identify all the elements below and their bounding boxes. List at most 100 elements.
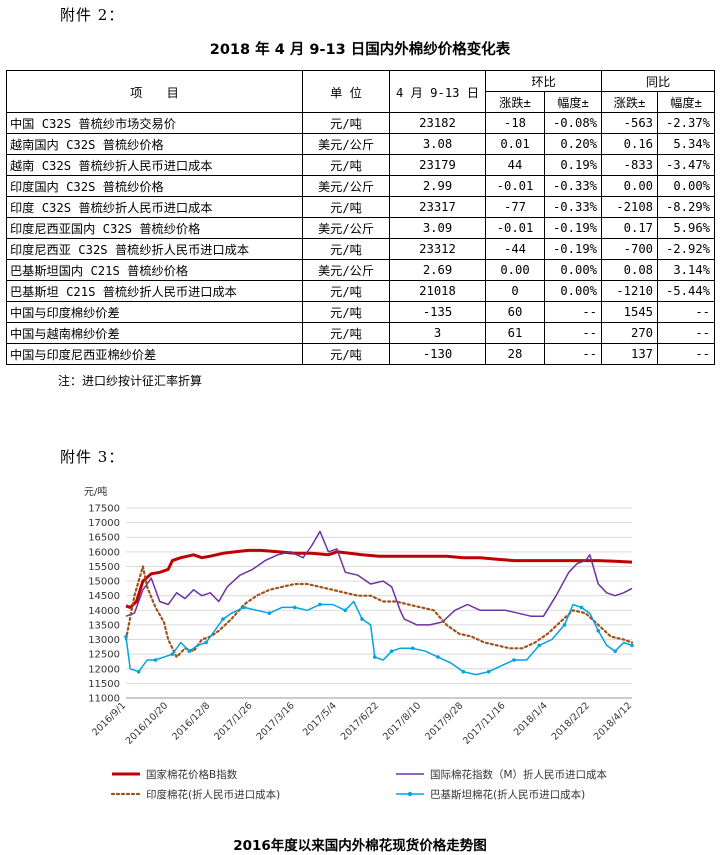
- cell-price: 3: [389, 322, 486, 344]
- cell-yoy-pct: -3.47%: [657, 154, 715, 176]
- legend-label-1: 国家棉花价格B指数: [146, 768, 238, 781]
- cell-yoy-change: -1210: [601, 280, 658, 302]
- cell-yoy-change: 0.00: [601, 175, 658, 197]
- cell-yoy-change: 1545: [601, 301, 658, 323]
- x-tick-label: 2017/1/26: [212, 700, 254, 742]
- x-tick-label: 2017/9/28: [423, 700, 465, 742]
- x-tick-label: 2018/2/22: [550, 700, 592, 742]
- header-period: 4 月 9-13 日: [389, 70, 486, 113]
- series-4-point: [136, 669, 141, 674]
- header-yoy: 同比: [601, 70, 715, 92]
- y-tick-label: 17500: [88, 504, 120, 515]
- y-tick-label: 14500: [88, 591, 120, 602]
- cell-unit: 美元/公斤: [302, 259, 390, 281]
- cell-price: 3.09: [389, 217, 486, 239]
- cell-item: 越南国内 C32S 普梳纱价格: [6, 133, 303, 155]
- cell-unit: 美元/公斤: [302, 175, 390, 197]
- x-tick-label: 2016/9/1: [90, 700, 128, 738]
- cell-price: -130: [389, 343, 486, 365]
- cell-mom-change: 28: [485, 343, 545, 365]
- x-tick-label: 2017/8/10: [381, 700, 423, 742]
- table-row: 巴基斯坦国内 C21S 普梳纱价格 美元/公斤 2.69 0.00 0.00% 0.08 3…: [6, 259, 715, 281]
- series-4-point: [613, 649, 617, 654]
- series-4-point: [537, 643, 542, 648]
- cell-price: 23179: [389, 154, 486, 176]
- cell-mom-change: -0.01: [485, 175, 545, 197]
- cell-yoy-change: 0.08: [601, 259, 658, 281]
- series-4-point: [486, 669, 491, 674]
- cell-mom-pct: --: [544, 301, 602, 323]
- series-4-point: [221, 617, 225, 621]
- cell-mom-change: 44: [485, 154, 545, 176]
- cell-yoy-change: -833: [601, 154, 658, 176]
- cell-mom-pct: 0.00%: [544, 259, 602, 281]
- cell-yoy-pct: --: [657, 343, 715, 365]
- cell-item: 中国与越南棉纱价差: [6, 322, 303, 344]
- table-row: 印度 C32S 普梳纱折人民币进口成本 元/吨 23317 -77 -0.33% -210…: [6, 196, 715, 218]
- y-tick-label: 17000: [88, 518, 120, 529]
- attachment-2-label: 附件 2：: [60, 6, 125, 24]
- cell-item: 印度尼西亚 C32S 普梳纱折人民币进口成本: [6, 238, 303, 260]
- cell-item: 中国与印度棉纱价差: [6, 301, 303, 323]
- series-4-point: [436, 655, 440, 659]
- series-4-point: [360, 617, 364, 621]
- series-4-point: [461, 669, 466, 674]
- table-row: 印度国内 C32S 普梳纱价格 美元/公斤 2.99 -0.01 -0.33% 0.00 0…: [6, 175, 715, 197]
- header-yoy-pct: 幅度±: [657, 91, 715, 113]
- series-4-point: [204, 640, 208, 645]
- cell-mom-change: -0.01: [485, 217, 545, 239]
- cell-yoy-pct: -2.37%: [657, 112, 715, 134]
- series-4-point: [372, 655, 377, 659]
- cell-yoy-change: -2108: [601, 196, 658, 218]
- legend-marker: [407, 791, 413, 797]
- cell-yoy-pct: 5.34%: [657, 133, 715, 155]
- table-body: 中国 C32S 普梳纱市场交易价 元/吨 23182 -18 -0.08% -563 -2.…: [6, 112, 715, 365]
- cell-mom-change: -44: [485, 238, 545, 260]
- series-4-point: [596, 628, 601, 633]
- x-tick-label: 2017/5/4: [301, 700, 339, 738]
- series-4-point: [343, 608, 348, 613]
- cell-unit: 元/吨: [302, 154, 390, 176]
- cell-unit: 元/吨: [302, 196, 390, 218]
- x-tick-label: 2016/12/8: [170, 700, 212, 742]
- cell-price: 23182: [389, 112, 486, 134]
- cell-item: 印度 C32S 普梳纱折人民币进口成本: [6, 196, 303, 218]
- table-row: 越南国内 C32S 普梳纱价格 美元/公斤 3.08 0.01 0.20% 0.16 5.3…: [6, 133, 715, 155]
- series-4-point: [579, 605, 584, 610]
- cell-yoy-change: -563: [601, 112, 658, 134]
- cell-yoy-pct: -8.29%: [657, 196, 715, 218]
- y-tick-label: 12500: [88, 650, 120, 661]
- cell-price: 21018: [389, 280, 486, 302]
- header-unit: 单 位: [302, 70, 390, 113]
- cell-unit: 元/吨: [302, 343, 390, 365]
- price-change-table: 项 目 单 位 4 月 9-13 日 环比 同比 涨跌± 幅度± 涨跌± 幅度±…: [6, 70, 715, 365]
- x-tick-label: 2017/11/16: [461, 700, 508, 747]
- cell-unit: 元/吨: [302, 322, 390, 344]
- cell-mom-pct: --: [544, 343, 602, 365]
- chart-title: 2016年度以来国内外棉花现货价格走势图: [233, 838, 487, 854]
- series-4-point: [562, 623, 567, 627]
- cell-price: 2.99: [389, 175, 486, 197]
- cell-item: 越南 C32S 普梳纱折人民币进口成本: [6, 154, 303, 176]
- cell-mom-pct: 0.19%: [544, 154, 602, 176]
- series-4-point: [318, 602, 322, 607]
- series-4-point: [410, 646, 415, 651]
- cell-yoy-pct: 0.00%: [657, 175, 715, 197]
- cell-unit: 元/吨: [302, 301, 390, 323]
- cell-mom-change: 0.01: [485, 133, 545, 155]
- header-yoy-change: 涨跌±: [601, 91, 658, 113]
- cell-price: 3.08: [389, 133, 486, 155]
- series-line-4: [125, 600, 633, 676]
- table-row: 中国与印度尼西亚棉纱价差 元/吨 -130 28 -- 137 --: [6, 343, 715, 365]
- series-4-point: [267, 611, 272, 616]
- series-4-point: [630, 643, 634, 648]
- table-row: 中国 C32S 普梳纱市场交易价 元/吨 23182 -18 -0.08% -563 -2.…: [6, 112, 715, 134]
- cell-mom-pct: 0.00%: [544, 280, 602, 302]
- header-mom-pct: 幅度±: [544, 91, 602, 113]
- series-4-point: [242, 605, 246, 610]
- cell-yoy-pct: -2.92%: [657, 238, 715, 260]
- cell-yoy-pct: --: [657, 322, 715, 344]
- cell-unit: 元/吨: [302, 238, 390, 260]
- table-row: 印度尼西亚国内 C32S 普梳纱价格 美元/公斤 3.09 -0.01 -0.19% 0.…: [6, 217, 715, 239]
- cell-yoy-change: 0.17: [601, 217, 658, 239]
